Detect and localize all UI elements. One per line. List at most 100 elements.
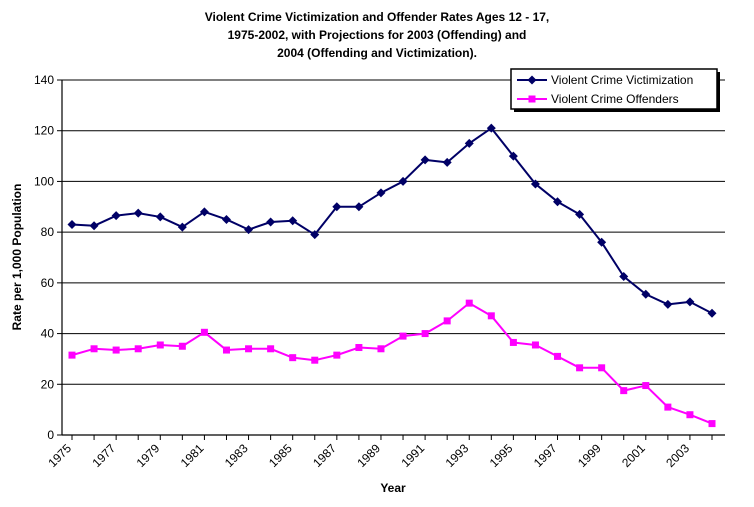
y-tick-label: 0 bbox=[47, 428, 54, 442]
data-point bbox=[399, 332, 407, 340]
x-tick-label: 2001 bbox=[619, 441, 648, 470]
data-point bbox=[222, 346, 230, 354]
chart-title: Violent Crime Victimization and Offender… bbox=[0, 8, 754, 62]
y-tick-label: 120 bbox=[34, 124, 54, 138]
data-point bbox=[67, 220, 77, 230]
data-point bbox=[244, 225, 254, 235]
data-point bbox=[686, 411, 694, 419]
data-point bbox=[200, 328, 208, 336]
data-point bbox=[421, 330, 429, 338]
data-point bbox=[508, 151, 518, 161]
series-line bbox=[71, 127, 713, 315]
series-victimization bbox=[67, 123, 717, 318]
data-point bbox=[311, 356, 319, 364]
data-point bbox=[663, 299, 673, 309]
data-point bbox=[442, 157, 452, 167]
data-point bbox=[377, 345, 385, 353]
y-axis-title: Rate per 1,000 Population bbox=[10, 184, 24, 331]
data-point bbox=[133, 208, 143, 218]
data-point bbox=[641, 289, 651, 299]
x-axis-title: Year bbox=[380, 481, 406, 495]
y-tick-label: 140 bbox=[34, 73, 54, 87]
data-point bbox=[68, 351, 76, 359]
chart-title-line-2: 1975-2002, with Projections for 2003 (Of… bbox=[227, 28, 527, 42]
x-tick-label: 1975 bbox=[45, 441, 74, 470]
data-point bbox=[398, 176, 408, 186]
x-tick-label: 1979 bbox=[134, 441, 163, 470]
data-point bbox=[620, 387, 628, 395]
y-tick-label: 100 bbox=[34, 174, 54, 188]
x-tick-label: 1999 bbox=[575, 441, 604, 470]
data-point bbox=[199, 207, 209, 217]
plot-area bbox=[62, 80, 725, 435]
legend-label: Violent Crime Victimization bbox=[551, 73, 693, 87]
x-tick-label: 1981 bbox=[178, 441, 207, 470]
data-point bbox=[465, 299, 473, 307]
data-point bbox=[685, 297, 695, 307]
data-point bbox=[642, 382, 650, 390]
data-point bbox=[245, 345, 253, 353]
series-offenders bbox=[68, 299, 716, 428]
data-point bbox=[376, 188, 386, 198]
data-point bbox=[267, 345, 275, 353]
data-point bbox=[112, 346, 120, 354]
x-tick-label: 2003 bbox=[663, 441, 692, 470]
data-point bbox=[576, 364, 584, 372]
data-point bbox=[177, 222, 187, 232]
data-point bbox=[707, 308, 717, 318]
data-point bbox=[664, 403, 672, 411]
y-tick-label: 20 bbox=[41, 377, 55, 391]
x-tick-label: 1989 bbox=[354, 441, 383, 470]
x-tick-label: 1993 bbox=[443, 441, 472, 470]
data-point bbox=[266, 217, 276, 227]
data-point bbox=[289, 354, 297, 362]
y-tick-label: 80 bbox=[41, 225, 55, 239]
series-line bbox=[71, 302, 713, 425]
data-point bbox=[531, 341, 539, 349]
legend-marker bbox=[527, 75, 537, 85]
data-point bbox=[333, 351, 341, 359]
data-point bbox=[597, 237, 607, 247]
x-tick-label: 1997 bbox=[531, 441, 560, 470]
data-point bbox=[288, 216, 298, 226]
data-point bbox=[310, 230, 320, 240]
x-tick-label: 1983 bbox=[222, 441, 251, 470]
data-point bbox=[708, 420, 716, 428]
data-point bbox=[420, 155, 430, 165]
data-point bbox=[554, 352, 562, 360]
y-tick-label: 40 bbox=[41, 327, 55, 341]
legend: Violent Crime Victimization Violent Crime… bbox=[510, 68, 720, 112]
x-tick-label: 1985 bbox=[266, 441, 295, 470]
data-point bbox=[89, 221, 99, 231]
data-point bbox=[155, 212, 165, 222]
data-point bbox=[332, 202, 342, 212]
data-point bbox=[553, 197, 563, 207]
data-point bbox=[486, 123, 496, 133]
data-point bbox=[443, 317, 451, 325]
x-tick-label: 1987 bbox=[310, 441, 339, 470]
x-axis-ticks: 1975 1977 1979 1981 1983 1985 1987 1989 1991 1993… bbox=[45, 435, 713, 470]
chart-title-line-1: Violent Crime Victimization and Offender… bbox=[204, 10, 550, 24]
data-point bbox=[487, 312, 495, 320]
y-tick-label: 60 bbox=[41, 276, 55, 290]
x-tick-label: 1977 bbox=[89, 441, 118, 470]
data-point bbox=[221, 214, 231, 224]
x-tick-label: 1991 bbox=[398, 441, 427, 470]
data-point bbox=[111, 211, 121, 221]
data-point bbox=[530, 179, 540, 189]
data-point bbox=[509, 338, 517, 346]
legend-box bbox=[510, 68, 718, 110]
data-point bbox=[354, 202, 364, 212]
data-point bbox=[619, 272, 629, 282]
x-tick-label: 1995 bbox=[487, 441, 516, 470]
y-axis-ticks: 0 20 40 60 80 100 120 140 bbox=[34, 73, 62, 442]
data-point bbox=[156, 341, 164, 349]
data-point bbox=[464, 138, 474, 148]
series-group bbox=[67, 123, 717, 428]
legend-marker bbox=[528, 95, 536, 103]
data-point bbox=[134, 345, 142, 353]
data-point bbox=[575, 209, 585, 219]
legend-label: Violent Crime Offenders bbox=[551, 92, 679, 106]
data-point bbox=[90, 345, 98, 353]
data-point bbox=[355, 344, 363, 352]
